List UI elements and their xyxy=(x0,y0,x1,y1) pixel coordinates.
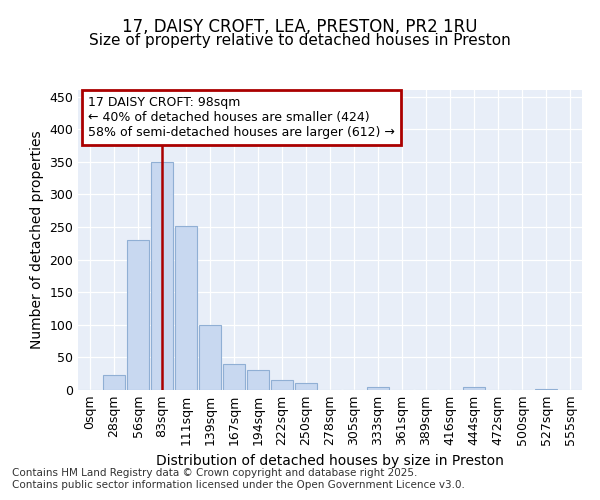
Text: Size of property relative to detached houses in Preston: Size of property relative to detached ho… xyxy=(89,32,511,48)
X-axis label: Distribution of detached houses by size in Preston: Distribution of detached houses by size … xyxy=(156,454,504,468)
Text: 17, DAISY CROFT, LEA, PRESTON, PR2 1RU: 17, DAISY CROFT, LEA, PRESTON, PR2 1RU xyxy=(122,18,478,36)
Text: Contains HM Land Registry data © Crown copyright and database right 2025.
Contai: Contains HM Land Registry data © Crown c… xyxy=(12,468,465,490)
Bar xyxy=(103,375,125,390)
Bar xyxy=(151,162,173,390)
Bar xyxy=(223,364,245,390)
Bar xyxy=(367,386,389,390)
Text: 17 DAISY CROFT: 98sqm
← 40% of detached houses are smaller (424)
58% of semi-det: 17 DAISY CROFT: 98sqm ← 40% of detached … xyxy=(88,96,395,139)
Bar xyxy=(247,370,269,390)
Y-axis label: Number of detached properties: Number of detached properties xyxy=(30,130,44,350)
Bar xyxy=(127,240,149,390)
Bar xyxy=(175,226,197,390)
Bar xyxy=(535,388,557,390)
Bar xyxy=(271,380,293,390)
Bar xyxy=(463,388,485,390)
Bar xyxy=(199,325,221,390)
Bar xyxy=(295,383,317,390)
